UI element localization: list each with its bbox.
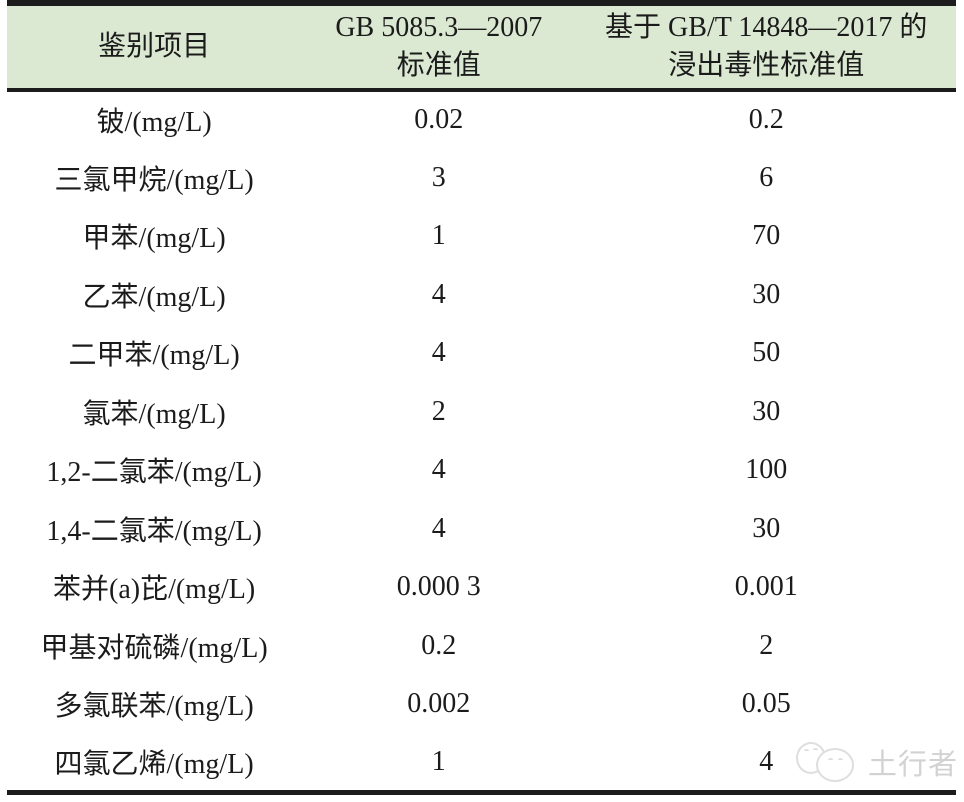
- gb14848-value-cell: 4: [576, 733, 956, 792]
- table-row: 二甲苯/(mg/L) 4 50: [7, 324, 956, 383]
- header-row: 鉴别项目 GB 5085.3—2007 标准值 基于 GB/T 14848—20…: [7, 3, 956, 92]
- gb5085-value-cell: 0.2: [301, 616, 577, 675]
- header-gb5085-line1: GB 5085.3—2007: [335, 12, 543, 43]
- gb5085-value-cell: 3: [301, 148, 577, 207]
- gb14848-value-cell: 0.001: [576, 558, 956, 617]
- table-row: 甲苯/(mg/L) 1 70: [7, 207, 956, 266]
- table-body: 铍/(mg/L) 0.02 0.2 三氯甲烷/(mg/L) 3 6 甲苯/(mg…: [7, 90, 956, 792]
- table-row: 1,4-二氯苯/(mg/L) 4 30: [7, 499, 956, 558]
- header-cell-gb14848: 基于 GB/T 14848—2017 的 浸出毒性标准值: [576, 3, 956, 92]
- table-row: 四氯乙烯/(mg/L) 1 4: [7, 733, 956, 792]
- header-gb14848-line2: 浸出毒性标准值: [668, 50, 865, 81]
- item-cell: 1,2-二氯苯/(mg/L): [7, 441, 302, 500]
- table-row: 多氯联苯/(mg/L) 0.002 0.05: [7, 675, 956, 734]
- item-cell: 二甲苯/(mg/L): [7, 324, 302, 383]
- header-item-label: 鉴别项目: [98, 31, 211, 62]
- header-cell-item: 鉴别项目: [7, 3, 302, 92]
- header-gb14848-line1: 基于 GB/T 14848—2017 的: [605, 12, 928, 43]
- item-cell: 三氯甲烷/(mg/L): [7, 148, 302, 207]
- gb5085-value-cell: 1: [301, 733, 577, 792]
- gb14848-value-cell: 100: [576, 441, 956, 500]
- table-row: 铍/(mg/L) 0.02 0.2: [7, 90, 956, 149]
- table-row: 甲基对硫磷/(mg/L) 0.2 2: [7, 616, 956, 675]
- item-cell: 铍/(mg/L): [7, 90, 302, 149]
- gb14848-value-cell: 0.05: [576, 675, 956, 734]
- gb14848-value-cell: 6: [576, 148, 956, 207]
- gb5085-value-cell: 0.002: [301, 675, 577, 734]
- item-cell: 甲苯/(mg/L): [7, 207, 302, 266]
- gb14848-value-cell: 30: [576, 265, 956, 324]
- item-cell: 多氯联苯/(mg/L): [7, 675, 302, 734]
- header-cell-gb5085: GB 5085.3—2007 标准值: [301, 3, 577, 92]
- table-row: 1,2-二氯苯/(mg/L) 4 100: [7, 441, 956, 500]
- standards-comparison-table: 鉴别项目 GB 5085.3—2007 标准值 基于 GB/T 14848—20…: [7, 0, 956, 795]
- item-cell: 1,4-二氯苯/(mg/L): [7, 499, 302, 558]
- gb14848-value-cell: 0.2: [576, 90, 956, 149]
- gb14848-value-cell: 2: [576, 616, 956, 675]
- gb5085-value-cell: 4: [301, 499, 577, 558]
- table-row: 乙苯/(mg/L) 4 30: [7, 265, 956, 324]
- item-cell: 氯苯/(mg/L): [7, 382, 302, 441]
- gb14848-value-cell: 30: [576, 499, 956, 558]
- gb5085-value-cell: 4: [301, 265, 577, 324]
- gb14848-value-cell: 70: [576, 207, 956, 266]
- gb5085-value-cell: 2: [301, 382, 577, 441]
- gb5085-value-cell: 0.02: [301, 90, 577, 149]
- gb5085-value-cell: 4: [301, 324, 577, 383]
- table-row: 苯并(a)芘/(mg/L) 0.000 3 0.001: [7, 558, 956, 617]
- gb5085-value-cell: 4: [301, 441, 577, 500]
- table-header: 鉴别项目 GB 5085.3—2007 标准值 基于 GB/T 14848—20…: [7, 3, 956, 92]
- gb14848-value-cell: 30: [576, 382, 956, 441]
- gb5085-value-cell: 0.000 3: [301, 558, 577, 617]
- item-cell: 甲基对硫磷/(mg/L): [7, 616, 302, 675]
- item-cell: 乙苯/(mg/L): [7, 265, 302, 324]
- gb14848-value-cell: 50: [576, 324, 956, 383]
- item-cell: 苯并(a)芘/(mg/L): [7, 558, 302, 617]
- table-row: 三氯甲烷/(mg/L) 3 6: [7, 148, 956, 207]
- item-cell: 四氯乙烯/(mg/L): [7, 733, 302, 792]
- table-row: 氯苯/(mg/L) 2 30: [7, 382, 956, 441]
- gb5085-value-cell: 1: [301, 207, 577, 266]
- header-gb5085-line2: 标准值: [396, 50, 481, 81]
